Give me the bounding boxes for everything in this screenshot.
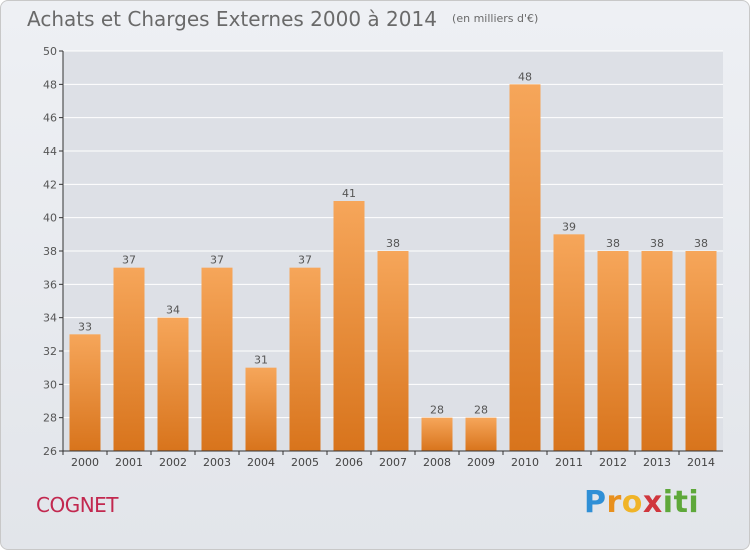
data-label: 39 [562,220,576,233]
y-tick-label: 30 [43,378,57,391]
y-axis: 26 28 30 32 34 36 38 40 42 44 46 48 50 [43,45,64,458]
data-label: 38 [650,237,664,250]
x-tick-label: 2001 [115,456,143,469]
y-tick-label: 28 [43,412,57,425]
y-tick-label: 38 [43,245,57,258]
x-axis: 2000 2001 2002 2003 2004 2005 2006 2007 2008 2009… [62,450,723,469]
title-row: Achats et Charges Externes 2000 à 2014 (… [27,7,538,31]
bar-2014 [685,251,717,451]
x-tick-label: 2012 [599,456,627,469]
y-tick-label: 42 [43,178,57,191]
y-tick-label: 34 [43,312,57,325]
commune-name: COGNET [36,493,119,517]
x-tick-label: 2013 [643,456,671,469]
x-tick-label: 2004 [247,456,275,469]
bar-2008 [421,417,453,451]
x-tick-label: 2005 [291,456,319,469]
x-tick-label: 2007 [379,456,407,469]
bar-2011 [553,234,585,451]
x-tick-label: 2010 [511,456,539,469]
data-label: 38 [386,237,400,250]
data-label: 33 [78,320,92,333]
data-label: 38 [606,237,620,250]
bar-2012 [597,251,629,451]
proxiti-logo: Proxiti [584,485,700,520]
y-tick-label: 44 [43,145,57,158]
data-label: 48 [518,70,532,83]
x-tick-label: 2011 [555,456,583,469]
bar-2009 [465,417,497,451]
bar-2004 [245,367,277,451]
data-label: 34 [166,304,180,317]
y-tick-label: 26 [43,445,57,458]
y-tick-label: 36 [43,278,57,291]
data-label: 37 [298,254,312,267]
data-label: 37 [210,254,224,267]
bar-2001 [113,267,145,451]
x-tick-label: 2000 [71,456,99,469]
bar-2005 [289,267,321,451]
y-tick-label: 46 [43,112,57,125]
chart-subtitle: (en milliers d'€) [452,12,539,25]
data-label: 28 [474,404,488,417]
y-tick-label: 48 [43,78,57,91]
x-tick-label: 2014 [687,456,715,469]
x-tick-label: 2008 [423,456,451,469]
bar-2013 [641,251,673,451]
x-tick-label: 2009 [467,456,495,469]
chart-title: Achats et Charges Externes 2000 à 2014 [27,7,437,31]
y-tick-label: 32 [43,345,57,358]
bar-2000 [69,334,101,451]
bar-2003 [201,267,233,451]
x-tick-label: 2002 [159,456,187,469]
bars: 33 37 34 37 31 37 41 38 28 28 48 39 38 38 38 [69,70,717,451]
bar-2006 [333,201,365,451]
data-label: 31 [254,354,268,367]
y-tick-label: 50 [43,45,57,58]
y-tick-label: 40 [43,212,57,225]
x-tick-label: 2003 [203,456,231,469]
data-label: 41 [342,187,356,200]
data-label: 28 [430,404,444,417]
x-tick-label: 2006 [335,456,363,469]
data-label: 38 [694,237,708,250]
bar-2002 [157,317,189,451]
bar-2010 [509,84,541,451]
data-label: 37 [122,254,136,267]
bar-2007 [377,251,409,451]
